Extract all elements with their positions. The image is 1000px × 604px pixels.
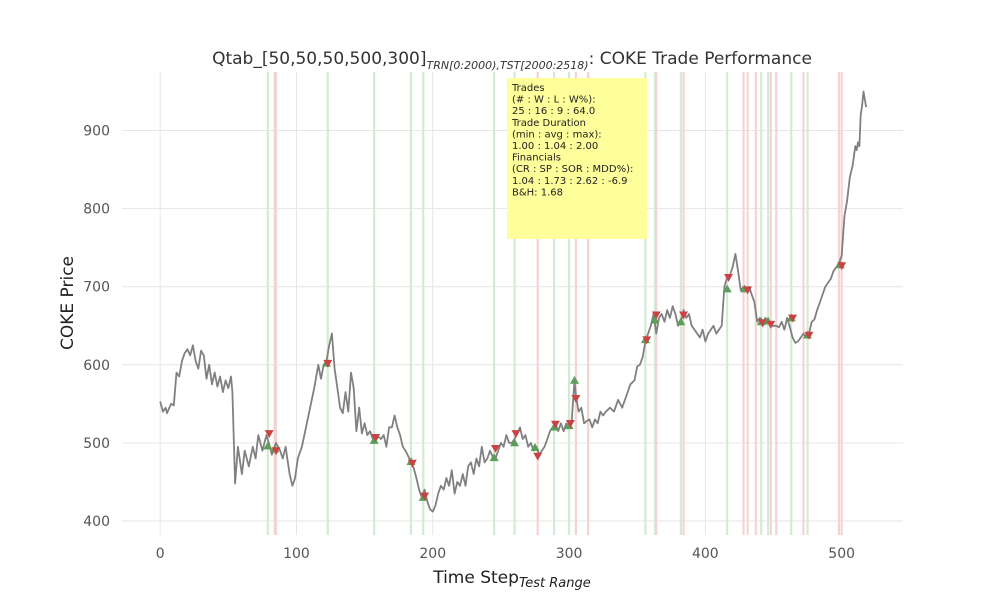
sell-marker <box>804 331 814 340</box>
buy-marker <box>369 436 379 444</box>
x-axis-label-subscript: Test Range <box>519 576 591 591</box>
stats-line: Trade Duration <box>511 118 586 129</box>
x-tick-label: 400 <box>692 546 719 562</box>
stats-line: B&H: 1.68 <box>512 187 563 198</box>
stats-line: (# : W : L : W%): <box>512 95 596 106</box>
x-tick-label: 100 <box>283 546 310 562</box>
sell-marker <box>766 320 776 329</box>
stats-line: 1.00 : 1.04 : 2.00 <box>512 141 598 152</box>
stats-line: Financials <box>512 153 561 164</box>
sell-marker <box>724 273 734 282</box>
sell-marker <box>651 311 661 320</box>
sell-marker <box>264 430 274 438</box>
sell-marker <box>679 311 689 320</box>
sell-marker <box>743 286 753 295</box>
buy-marker <box>530 443 540 451</box>
buy-marker <box>570 375 580 384</box>
sell-marker <box>420 492 430 501</box>
x-tick-label: 200 <box>419 546 446 562</box>
buy-marker <box>676 317 686 326</box>
stats-line: (min : avg : max): <box>512 129 602 140</box>
stats-box <box>507 78 647 239</box>
x-axis-label: Time StepTest Range <box>432 568 591 591</box>
sell-marker <box>407 459 417 468</box>
sell-marker <box>788 314 798 323</box>
buy-marker <box>263 441 273 450</box>
sell-marker <box>323 359 333 368</box>
y-tick-label: 400 <box>83 514 110 530</box>
buy-marker <box>549 422 559 431</box>
stats-annotation: Trades (# : W : L : W%): 25 : 16 : 9 : 64.… <box>507 78 647 239</box>
buy-marker <box>510 438 520 447</box>
sell-marker <box>758 319 768 328</box>
tick-labels: 0 100 200 300 400 500 400 500 600 700 800 900 <box>83 124 855 562</box>
chart-title-subscript: TRN[0:2000),TST[2000:2518) <box>427 59 589 72</box>
sell-marker <box>837 262 847 271</box>
buy-marker <box>489 453 499 462</box>
y-tick-label: 800 <box>83 202 110 218</box>
sell-marker <box>565 419 575 428</box>
chart-title-main: Qtab_[50,50,50,500,300] <box>212 49 426 69</box>
chart-title-suffix: : COKE Trade Performance <box>589 49 812 69</box>
sell-marker <box>550 420 560 429</box>
trade-bands <box>266 72 843 535</box>
y-tick-label: 900 <box>83 124 110 140</box>
buy-marker <box>722 284 732 293</box>
sell-marker <box>642 336 652 345</box>
trade-markers <box>263 260 847 501</box>
sell-marker <box>371 434 381 442</box>
y-tick-label: 600 <box>83 358 110 374</box>
x-tick-label: 0 <box>156 546 165 562</box>
sell-marker <box>511 430 521 438</box>
sell-marker <box>490 444 500 453</box>
y-tick-label: 700 <box>83 280 110 296</box>
chart-title: Qtab_[50,50,50,500,300]TRN[0:2000),TST[2… <box>212 49 812 72</box>
stats-line: 25 : 16 : 9 : 64.0 <box>512 106 595 117</box>
stats-line: 1.04 : 1.73 : 2.62 : -6.9 <box>512 176 628 187</box>
x-tick-label: 300 <box>556 546 583 562</box>
y-tick-label: 500 <box>83 436 110 452</box>
y-axis-label: COKE Price <box>58 256 78 350</box>
stats-line: Trades <box>511 83 545 94</box>
sell-marker <box>533 452 543 461</box>
stats-line: (CR : SP : SOR : MDD%): <box>512 164 633 175</box>
x-axis-label-main: Time Step <box>432 568 519 588</box>
x-tick-label: 500 <box>828 546 855 562</box>
stats-text: Trades (# : W : L : W%): 25 : 16 : 9 : 64.… <box>511 83 633 198</box>
sell-marker <box>271 447 281 456</box>
buy-marker <box>650 315 660 324</box>
sell-marker <box>571 394 581 403</box>
